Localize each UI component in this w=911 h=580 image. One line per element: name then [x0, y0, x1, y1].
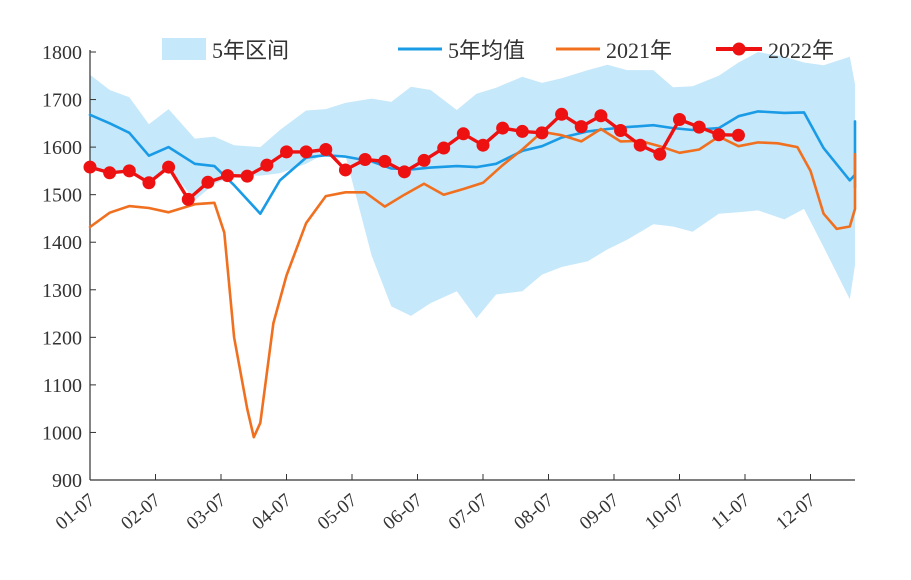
point-2022: [319, 142, 333, 156]
series-markers: [83, 107, 745, 206]
point-2022: [673, 113, 686, 127]
x-tick-label: 04-07: [248, 490, 295, 535]
point-2022: [181, 192, 195, 206]
x-tick-label: 09-07: [576, 490, 623, 535]
point-2022: [555, 107, 569, 121]
y-tick-label: 1200: [42, 327, 82, 349]
x-tick-label: 01-07: [52, 490, 99, 535]
y-tick-label: 1000: [42, 422, 82, 444]
point-2022: [417, 153, 431, 167]
point-2022: [221, 169, 235, 183]
y-tick-label: 1300: [42, 280, 82, 302]
point-2022: [201, 175, 215, 189]
point-2022: [712, 128, 726, 142]
point-2022: [162, 160, 176, 174]
y-tick-label: 1600: [42, 137, 82, 159]
point-2022: [378, 154, 392, 168]
point-2022: [496, 121, 510, 135]
legend-2021-label: 2021年: [606, 38, 672, 63]
y-tick-label: 900: [52, 470, 82, 492]
point-2022: [280, 145, 293, 159]
point-2022: [456, 127, 470, 141]
point-2022: [338, 163, 352, 177]
point-2022: [397, 165, 411, 179]
point-2022: [633, 138, 647, 152]
y-tick-label: 1800: [42, 42, 82, 64]
x-tick-label: 05-07: [314, 490, 361, 535]
point-2022: [614, 123, 628, 137]
x-tick-label: 11-07: [707, 490, 754, 534]
point-2022: [476, 138, 490, 152]
point-2022: [260, 158, 274, 172]
point-2022: [535, 126, 549, 140]
point-2022: [358, 152, 372, 166]
x-tick-label: 08-07: [510, 490, 557, 535]
point-2022: [653, 147, 667, 161]
x-tick-label: 12-07: [772, 490, 819, 535]
point-2022: [103, 166, 117, 180]
x-tick-label: 06-07: [379, 490, 426, 535]
point-2022: [692, 120, 706, 134]
legend-band-label: 5年区间: [212, 38, 289, 63]
point-2022: [240, 169, 254, 183]
point-2022: [142, 176, 156, 190]
series-line-2021: [88, 127, 857, 439]
legend-2022-label: 2022年: [768, 38, 834, 63]
point-2022: [83, 160, 97, 174]
point-2022: [122, 164, 136, 178]
point-2022: [515, 124, 529, 138]
y-tick-label: 1700: [42, 90, 82, 112]
series-lines: [88, 110, 857, 439]
x-tick-label: 03-07: [183, 490, 230, 535]
point-2022: [299, 145, 313, 159]
series-line-2022: [88, 112, 741, 202]
x-tick-label: 07-07: [445, 490, 492, 535]
x-tick-label: 10-07: [641, 490, 688, 535]
legend-avg-label: 5年均值: [448, 38, 525, 63]
x-tick-label: 02-07: [117, 490, 164, 535]
legend-band-swatch: [162, 38, 206, 60]
y-tick-label: 1100: [43, 375, 82, 397]
y-tick-label: 1400: [42, 232, 82, 254]
y-tick-label: 1500: [42, 185, 82, 207]
point-2022: [574, 120, 588, 134]
point-2022: [437, 141, 451, 155]
point-2022: [594, 109, 608, 123]
point-2022: [731, 128, 745, 142]
legend: 5年区间 5年均值 2021年 2022年: [162, 38, 834, 63]
legend-2022-marker: [732, 42, 746, 56]
